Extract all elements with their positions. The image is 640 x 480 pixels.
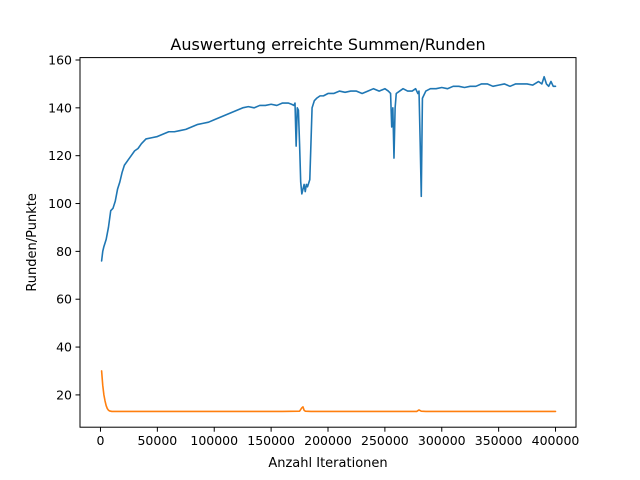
x-tick-label: 200000 — [304, 433, 352, 448]
x-axis-ticks: 0 50000 100000 150000 200000 250000 300000 3500… — [97, 427, 580, 448]
series-line-1 — [100, 75, 557, 262]
y-tick-label: 140 — [48, 100, 72, 115]
x-tick-label: 0 — [97, 433, 105, 448]
y-tick-label: 100 — [48, 196, 72, 211]
series-layer — [100, 75, 557, 413]
x-tick-label: 350000 — [475, 433, 523, 448]
y-tick-label: 40 — [56, 340, 72, 355]
x-tick-label: 150000 — [247, 433, 295, 448]
x-tick-label: 250000 — [361, 433, 409, 448]
y-tick-label: 20 — [56, 387, 72, 402]
x-axis-label: Anzahl Iterationen — [268, 456, 387, 471]
series-line-2 — [100, 370, 557, 413]
y-tick-label: 120 — [48, 148, 72, 163]
y-axis-ticks: 20 40 60 80 100 120 140 160 — [48, 52, 80, 402]
y-tick-label: 80 — [56, 244, 72, 259]
y-axis-label: Runden/Punkte — [25, 193, 40, 292]
x-tick-label: 100000 — [190, 433, 238, 448]
x-tick-label: 300000 — [418, 433, 466, 448]
x-tick-label: 50000 — [137, 433, 177, 448]
y-tick-label: 160 — [48, 52, 72, 67]
x-tick-label: 400000 — [532, 433, 580, 448]
chart-title: Auswertung erreichte Summen/Runden — [170, 35, 485, 54]
y-tick-label: 60 — [56, 292, 72, 307]
